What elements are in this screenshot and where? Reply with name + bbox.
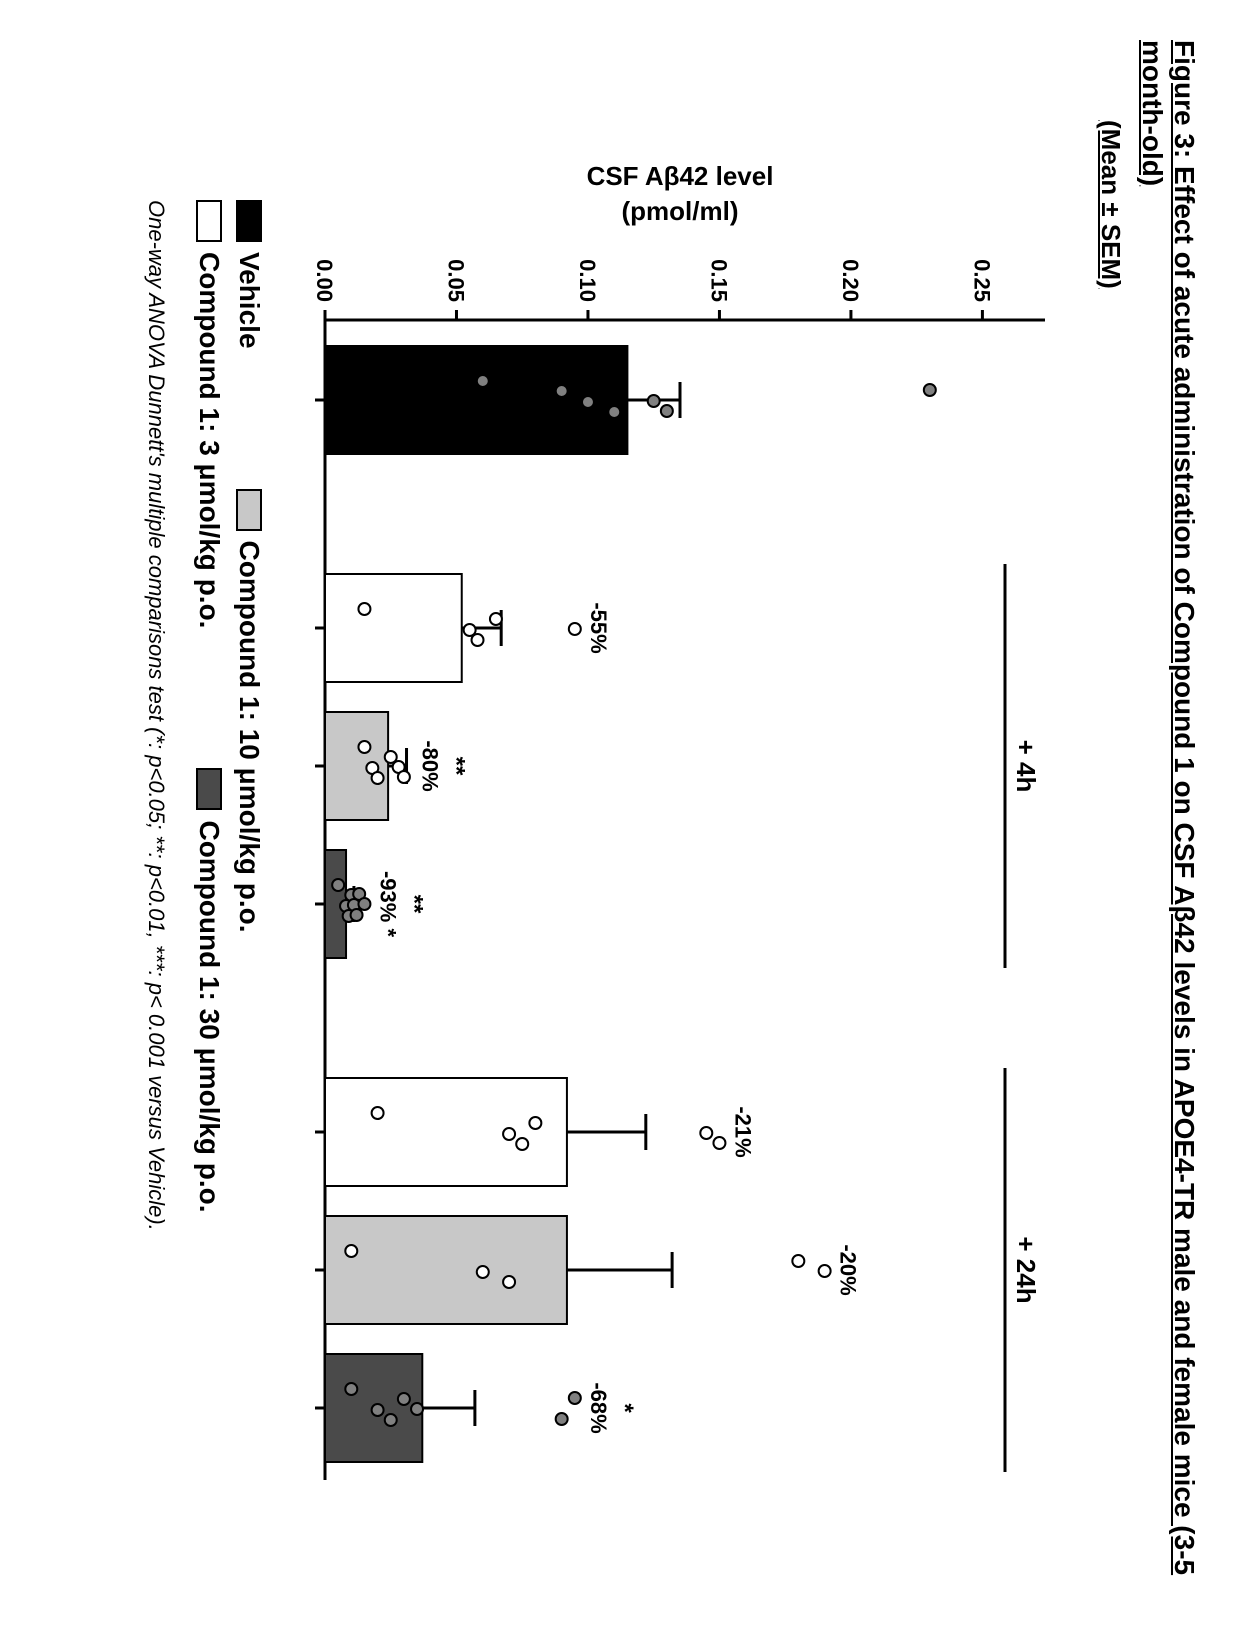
svg-text:0.25: 0.25 — [969, 259, 994, 302]
legend-swatch — [236, 200, 262, 242]
svg-text:-80%: -80% — [418, 740, 443, 791]
bar-chart: 0.00 0.05 0.10 0.15 0.20 0.25 CSF Aβ42 level (p… — [275, 120, 1075, 1520]
legend-swatch — [236, 489, 262, 531]
svg-text:*: * — [611, 1403, 638, 1413]
legend-label: Compound 1: 10 μmol/kg p.o. — [233, 541, 265, 933]
legend-label: Compound 1: 3 μmol/kg p.o. — [193, 252, 225, 628]
svg-text:0.05: 0.05 — [443, 259, 468, 302]
svg-text:**: ** — [400, 895, 427, 914]
svg-text:-68%: -68% — [586, 1382, 611, 1433]
footnote: One-way ANOVA Dunnett's multiple compari… — [143, 200, 169, 1593]
svg-text:0.20: 0.20 — [838, 259, 863, 302]
legend-item-dose30: Compound 1: 30 μmol/kg p.o. — [193, 768, 225, 1212]
svg-text:0.10: 0.10 — [575, 259, 600, 302]
legend-item-vehicle: Vehicle — [233, 200, 265, 349]
legend-label: Compound 1: 30 μmol/kg p.o. — [193, 820, 225, 1212]
svg-text:-93% *: -93% * — [375, 871, 400, 937]
svg-text:+ 4h: + 4h — [1011, 740, 1041, 793]
legend-swatch — [196, 200, 222, 242]
legend-item-dose3: Compound 1: 3 μmol/kg p.o. — [193, 200, 225, 628]
svg-text:CSF Aβ42 level: CSF Aβ42 level — [587, 161, 774, 191]
svg-text:-55%: -55% — [586, 602, 611, 653]
figure-title: Figure 3: Effect of acute administration… — [1136, 40, 1200, 1593]
svg-text:0.15: 0.15 — [706, 259, 731, 302]
svg-text:-20%: -20% — [836, 1244, 861, 1295]
legend-label: Vehicle — [233, 252, 265, 349]
svg-text:+ 24h: + 24h — [1011, 1236, 1041, 1303]
chart-container: 0.00 0.05 0.10 0.15 0.20 0.25 CSF Aβ42 level (p… — [275, 120, 1075, 1520]
legend-swatch — [196, 768, 222, 810]
svg-text:(pmol/ml): (pmol/ml) — [622, 196, 739, 226]
svg-text:0.00: 0.00 — [312, 259, 337, 302]
figure-subtitle: (Mean ± SEM) — [1095, 120, 1126, 1593]
svg-text:-21%: -21% — [730, 1106, 755, 1157]
legend: Vehicle Compound 1: 10 μmol/kg p.o. Comp… — [193, 200, 265, 1593]
svg-text:**: ** — [443, 757, 470, 776]
legend-item-dose10: Compound 1: 10 μmol/kg p.o. — [233, 489, 265, 933]
